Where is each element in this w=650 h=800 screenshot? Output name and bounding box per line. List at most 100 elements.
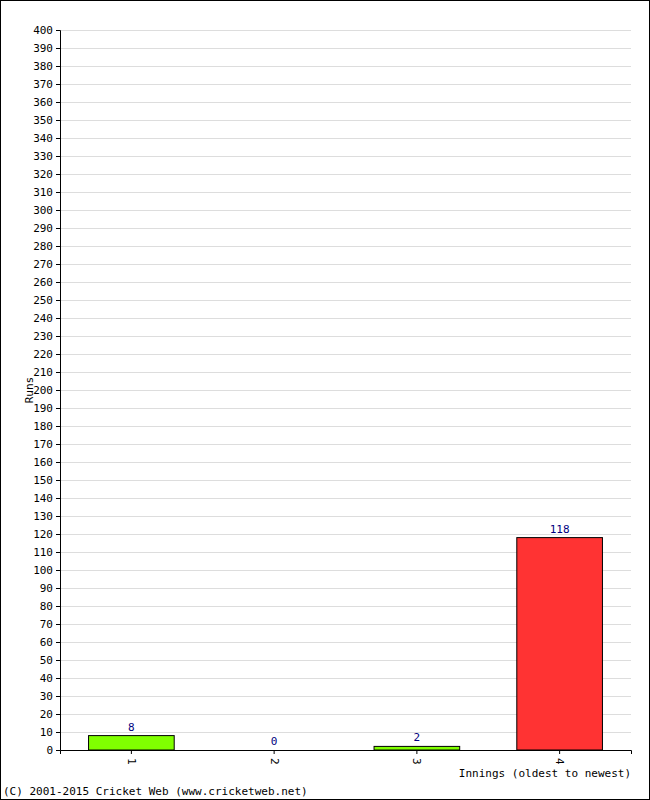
y-tick-mark xyxy=(56,228,60,229)
y-tick-mark xyxy=(56,354,60,355)
grid-line xyxy=(60,318,631,319)
x-axis-title: Innings (oldest to newest) xyxy=(459,767,631,780)
y-tick-label: 30 xyxy=(40,690,53,703)
y-tick: 10 xyxy=(40,726,60,739)
y-tick: 70 xyxy=(40,618,60,631)
grid-line xyxy=(60,516,631,517)
y-tick-label: 250 xyxy=(33,294,53,307)
y-tick-label: 190 xyxy=(33,402,53,415)
y-tick-label: 340 xyxy=(33,132,53,145)
x-tick-label: 2 xyxy=(268,758,281,765)
y-tick-label: 240 xyxy=(33,312,53,325)
y-tick-mark xyxy=(56,480,60,481)
x-tick: 4 xyxy=(553,750,566,765)
y-tick-mark xyxy=(56,462,60,463)
y-tick-mark xyxy=(56,552,60,553)
grid-line xyxy=(60,48,631,49)
y-tick-label: 130 xyxy=(33,510,53,523)
grid-line xyxy=(60,300,631,301)
y-tick-mark xyxy=(56,102,60,103)
y-tick-label: 330 xyxy=(33,150,53,163)
grid-line xyxy=(60,120,631,121)
x-tick-mark xyxy=(274,750,275,754)
y-tick-label: 220 xyxy=(33,348,53,361)
y-tick: 80 xyxy=(40,600,60,613)
y-tick-mark xyxy=(56,66,60,67)
y-tick: 200 xyxy=(33,384,60,397)
y-tick: 280 xyxy=(33,240,60,253)
y-tick-mark xyxy=(56,732,60,733)
y-tick-mark xyxy=(56,120,60,121)
y-tick: 30 xyxy=(40,690,60,703)
grid-line xyxy=(60,84,631,85)
y-tick: 50 xyxy=(40,654,60,667)
bar xyxy=(89,736,175,750)
y-tick-label: 110 xyxy=(33,546,53,559)
grid-line xyxy=(60,498,631,499)
bar xyxy=(517,538,603,750)
y-tick-mark xyxy=(56,444,60,445)
grid-line xyxy=(60,228,631,229)
y-tick: 170 xyxy=(33,438,60,451)
y-tick-label: 150 xyxy=(33,474,53,487)
grid-line xyxy=(60,210,631,211)
data-label: 0 xyxy=(271,735,278,748)
y-tick: 380 xyxy=(33,60,60,73)
y-tick-label: 170 xyxy=(33,438,53,451)
y-tick-label: 20 xyxy=(40,708,53,721)
y-tick-mark xyxy=(56,336,60,337)
y-tick: 20 xyxy=(40,708,60,721)
y-tick: 120 xyxy=(33,528,60,541)
grid-line xyxy=(60,174,631,175)
y-axis: 0102030405060708090100110120130140150160… xyxy=(33,24,60,757)
y-tick: 370 xyxy=(33,78,60,91)
grid-line xyxy=(60,408,631,409)
grid-line xyxy=(60,138,631,139)
y-tick-label: 270 xyxy=(33,258,53,271)
y-tick: 40 xyxy=(40,672,60,685)
y-tick-label: 390 xyxy=(33,42,53,55)
x-tick-label: 3 xyxy=(410,758,423,765)
y-tick-mark xyxy=(56,588,60,589)
grid-line xyxy=(60,480,631,481)
x-tick-mark xyxy=(559,750,560,754)
y-tick-mark xyxy=(56,318,60,319)
y-tick-mark xyxy=(56,498,60,499)
footer-text: (C) 2001-2015 Cricket Web (www.cricketwe… xyxy=(3,785,308,798)
y-tick-label: 320 xyxy=(33,168,53,181)
y-tick-mark xyxy=(56,84,60,85)
y-tick-label: 280 xyxy=(33,240,53,253)
y-tick-label: 60 xyxy=(40,636,53,649)
y-tick-mark xyxy=(56,300,60,301)
y-tick: 260 xyxy=(33,276,60,289)
y-tick: 160 xyxy=(33,456,60,469)
y-tick: 390 xyxy=(33,42,60,55)
x-tick-mark xyxy=(131,750,132,754)
annotations: (C) 2001-2015 Cricket Web (www.cricketwe… xyxy=(3,785,308,798)
y-tick-mark xyxy=(56,156,60,157)
y-tick-label: 230 xyxy=(33,330,53,343)
grid-line xyxy=(60,282,631,283)
grid-line xyxy=(60,426,631,427)
y-tick-mark xyxy=(56,426,60,427)
data-label: 118 xyxy=(550,523,570,536)
y-tick: 210 xyxy=(33,366,60,379)
x-tick: 2 xyxy=(268,750,281,765)
data-labels: 802118 xyxy=(128,523,570,748)
data-label: 2 xyxy=(414,731,421,744)
y-tick-mark xyxy=(56,210,60,211)
y-tick-label: 50 xyxy=(40,654,53,667)
grid-line xyxy=(60,354,631,355)
grid-line xyxy=(60,102,631,103)
y-tick: 0 xyxy=(46,744,60,757)
y-tick-mark xyxy=(56,606,60,607)
y-tick-label: 180 xyxy=(33,420,53,433)
y-tick-mark xyxy=(56,372,60,373)
y-tick-label: 100 xyxy=(33,564,53,577)
y-tick-label: 200 xyxy=(33,384,53,397)
y-tick-mark xyxy=(56,30,60,31)
x-tick: 3 xyxy=(410,750,423,765)
y-tick-mark xyxy=(56,678,60,679)
y-tick-label: 260 xyxy=(33,276,53,289)
y-tick: 220 xyxy=(33,348,60,361)
